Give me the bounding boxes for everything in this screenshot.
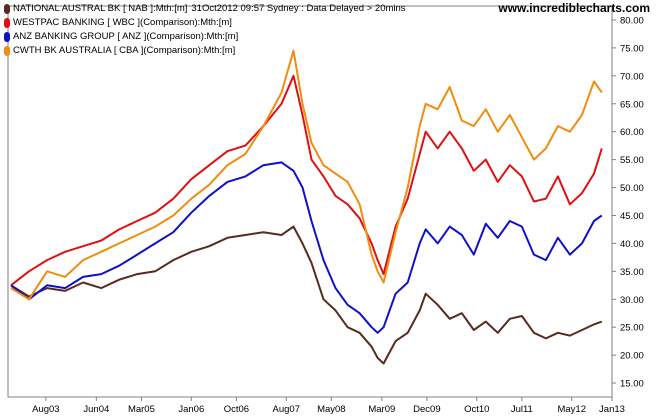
- y-axis: 15.00 20.00 25.00 30.00 35.00 40.00 45.00 50.00…: [612, 15, 644, 390]
- y-tick-label: 70.00: [620, 71, 644, 82]
- y-tick-label: 80.00: [620, 15, 644, 26]
- legend: NATIONAL AUSTRAL BK [ NAB ]:Mth:[m] 31Oc…: [4, 2, 406, 58]
- y-tick-label: 30.00: [620, 295, 644, 306]
- legend-label-cba: CWTH BK AUSTRALIA [ CBA ](Comparison):Mt…: [13, 45, 236, 56]
- series-line-cba: [10, 49, 603, 301]
- legend-label-wbc: WESTPAC BANKING [ WBC ](Comparison):Mth:…: [13, 17, 232, 28]
- legend-item-anz: ANZ BANKING GROUP [ ANZ ](Comparison):Mt…: [4, 30, 406, 44]
- series-line-wbc: [10, 74, 603, 287]
- x-tick-label: Mar09: [368, 404, 395, 415]
- y-tick-label: 50.00: [620, 183, 644, 194]
- y-tick-label: 60.00: [620, 127, 644, 138]
- x-tick-label: May12: [557, 404, 586, 415]
- x-tick-label: Aug07: [273, 404, 300, 415]
- x-axis: Aug03 Jun04 Mar05 Jan06 Oct06 Aug07 May08 Mar09…: [32, 397, 625, 415]
- x-tick-label: Dec09: [413, 404, 440, 415]
- y-tick-label: 15.00: [620, 379, 644, 390]
- legend-item-nab: NATIONAL AUSTRAL BK [ NAB ]:Mth:[m] 31Oc…: [4, 2, 406, 16]
- plot-area: [7, 5, 613, 398]
- x-tick-label: Jan13: [599, 404, 625, 415]
- x-tick-label: Oct10: [464, 404, 489, 415]
- y-tick-label: 35.00: [620, 267, 644, 278]
- legend-label-anz: ANZ BANKING GROUP [ ANZ ](Comparison):Mt…: [13, 31, 239, 42]
- x-tick-label: Jul11: [511, 404, 533, 415]
- x-tick-label: May08: [317, 404, 346, 415]
- x-tick-label: Aug03: [32, 404, 59, 415]
- legend-swatch-cba: [4, 46, 10, 56]
- legend-swatch-anz: [4, 32, 10, 42]
- x-tick-label: Mar05: [128, 404, 155, 415]
- x-tick-label: Jan06: [178, 404, 204, 415]
- legend-item-cba: CWTH BK AUSTRALIA [ CBA ](Comparison):Mt…: [4, 44, 406, 58]
- series-layer: [10, 49, 603, 365]
- y-tick-label: 65.00: [620, 99, 644, 110]
- legend-label-nab: NATIONAL AUSTRAL BK [ NAB ]:Mth:[m]: [13, 3, 188, 14]
- legend-swatch-nab: [4, 4, 10, 14]
- y-tick-label: 25.00: [620, 323, 644, 334]
- site-url[interactable]: www.incrediblecharts.com: [498, 1, 650, 15]
- y-tick-label: 55.00: [620, 155, 644, 166]
- y-tick-label: 75.00: [620, 43, 644, 54]
- series-line-anz: [10, 161, 603, 334]
- x-tick-label: Oct06: [224, 404, 249, 415]
- chart-meta: 31Oct2012 09:57 Sydney : Data Delayed > …: [191, 3, 406, 14]
- x-tick-label: Jun04: [83, 404, 109, 415]
- y-tick-label: 40.00: [620, 239, 644, 250]
- legend-item-wbc: WESTPAC BANKING [ WBC ](Comparison):Mth:…: [4, 16, 406, 30]
- y-tick-label: 45.00: [620, 211, 644, 222]
- legend-swatch-wbc: [4, 18, 10, 28]
- y-tick-label: 20.00: [620, 351, 644, 362]
- series-line-nab: [10, 225, 603, 365]
